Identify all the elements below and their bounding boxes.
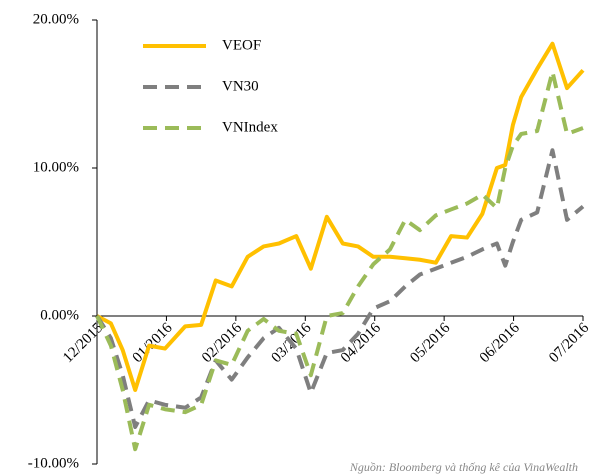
x-tick-label: 12/2015 — [60, 320, 106, 366]
y-tick-label: 10.00% — [33, 159, 79, 175]
legend-label: VNIndex — [222, 119, 278, 135]
series-line — [95, 69, 584, 452]
source-note: Nguồn: Bloomberg và thống kê của VinaWea… — [349, 460, 578, 474]
series-line — [96, 41, 585, 392]
x-tick-label: 02/2016 — [199, 320, 245, 366]
x-tick-label: 07/2016 — [546, 320, 592, 366]
legend-label: VN30 — [222, 78, 259, 94]
x-tick-label: 05/2016 — [407, 320, 453, 366]
legend-label: VEOF — [222, 37, 261, 53]
x-tick-label: 04/2016 — [338, 320, 384, 366]
x-tick-label: 06/2016 — [477, 320, 523, 366]
y-tick-label: 0.00% — [40, 307, 79, 323]
y-tick-label: 20.00% — [33, 11, 79, 27]
y-tick-label: -10.00% — [28, 455, 79, 471]
series-line — [95, 148, 585, 429]
